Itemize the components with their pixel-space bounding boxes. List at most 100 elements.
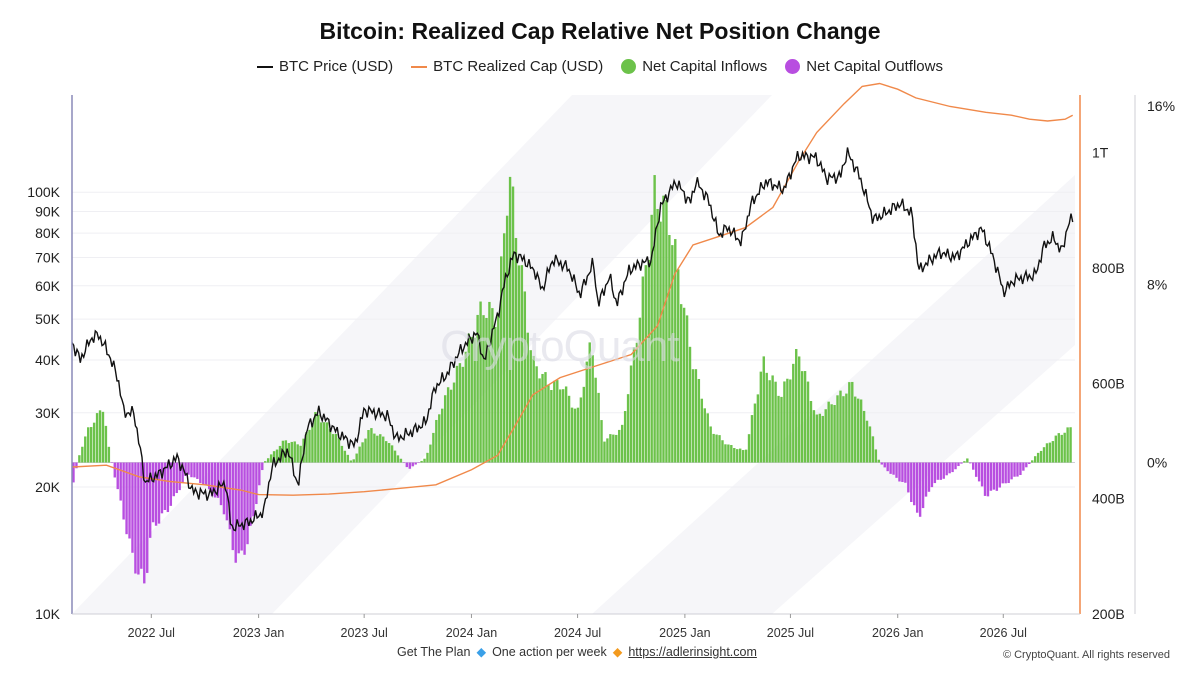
outflow-bar	[913, 462, 916, 506]
outflow-bar	[163, 462, 167, 510]
inflow-bar	[1066, 427, 1069, 463]
inflow-bar	[476, 314, 479, 463]
background-band	[592, 175, 1075, 614]
legend-inflows[interactable]: Net Capital Inflows	[621, 58, 767, 75]
inflow-bar	[768, 380, 771, 463]
outflow-bar	[202, 462, 205, 485]
outflow-bar	[231, 462, 234, 551]
inflow-bar	[485, 317, 488, 463]
y-left-tick-label: 70K	[35, 250, 61, 266]
outflow-bar	[1019, 462, 1022, 475]
inflow-bar	[544, 372, 547, 463]
inflow-bar	[803, 371, 807, 463]
outflow-bar	[1001, 462, 1004, 484]
inflow-bar	[550, 390, 553, 463]
outflow-bar	[246, 462, 249, 545]
outflow-bar	[134, 462, 137, 574]
inflow-bar	[92, 422, 96, 463]
inflow-bar	[89, 427, 93, 463]
inflow-bar	[352, 459, 355, 463]
outflow-bar	[1010, 462, 1013, 480]
inflow-bar	[370, 428, 373, 463]
y-left-tick-label: 90K	[35, 204, 61, 220]
inflow-bar	[615, 434, 618, 463]
y-right-tick-label: 800B	[1092, 260, 1125, 276]
y-right-tick-label: 600B	[1092, 375, 1125, 391]
legend-realized-cap[interactable]: BTC Realized Cap (USD)	[411, 58, 603, 75]
inflow-bar	[685, 315, 689, 463]
inflow-bar	[517, 265, 521, 463]
outflow-bar	[907, 462, 910, 493]
copyright-text: © CryptoQuant. All rights reserved	[1002, 649, 1170, 661]
inflow-bar	[367, 430, 370, 463]
inflow-bar	[691, 369, 695, 463]
inflow-bar	[387, 443, 391, 463]
inflow-bar	[597, 392, 600, 463]
inflow-bar	[795, 348, 798, 463]
inflow-bar	[81, 446, 84, 463]
inflow-bar	[1031, 460, 1034, 463]
inflow-bar	[1063, 432, 1066, 463]
inflow-bar	[582, 386, 586, 463]
inflow-bar	[452, 382, 456, 463]
inflow-bar	[856, 398, 860, 463]
inflow-bar	[541, 373, 544, 463]
inflow-bar	[514, 237, 518, 463]
inflow-bar	[266, 458, 270, 463]
inflow-bar	[727, 444, 730, 463]
outflow-bar	[414, 462, 417, 465]
legend-btc-price[interactable]: BTC Price (USD)	[256, 58, 393, 75]
inflow-bar	[455, 365, 459, 463]
outflow-bar	[411, 462, 414, 467]
outflow-bar	[954, 462, 957, 470]
inflow-bar	[278, 445, 282, 463]
inflow-bar	[532, 355, 535, 463]
inflow-bar	[715, 434, 718, 463]
inflow-bar	[567, 395, 571, 463]
inflow-bar	[320, 422, 323, 463]
outflow-bar	[166, 462, 170, 513]
outflow-bar	[258, 462, 261, 486]
btc-price-line	[71, 147, 1074, 532]
y-left-tick-label: 30K	[35, 405, 61, 421]
inflow-bar	[429, 444, 432, 463]
inflow-bar	[373, 433, 376, 463]
axes: 10K 20K 30K 40K 50K 60K 70K 80K 90K 100K 200B 400B 6…	[27, 95, 1175, 640]
outflow-bar	[143, 462, 146, 584]
inflow-bar	[564, 386, 568, 463]
inflow-bar	[833, 405, 836, 463]
inflow-bar	[1060, 434, 1063, 463]
watermark-text: CryptoQuant	[440, 322, 679, 371]
outflow-bar	[992, 462, 996, 490]
inflow-bar	[659, 221, 662, 463]
inflow-bar	[626, 394, 630, 463]
inflow-bar	[747, 434, 751, 463]
inflow-bar	[606, 438, 609, 463]
footer-link[interactable]: https://adlerinsight.com	[628, 644, 757, 659]
inflow-bar	[721, 440, 724, 463]
inflow-bar	[650, 214, 653, 463]
outflow-bar	[169, 462, 173, 506]
outflow-bar	[72, 462, 75, 483]
inflow-bar	[1069, 427, 1072, 463]
inflow-bar	[741, 450, 745, 463]
outflow-bar	[175, 462, 178, 494]
inflow-bar	[845, 393, 848, 463]
outflow-bar	[184, 462, 187, 477]
y-left-tick-label: 80K	[35, 225, 61, 241]
outflow-bar	[930, 462, 934, 488]
inflow-bar	[703, 408, 706, 463]
inflow-bar	[464, 351, 468, 463]
inflow-bar	[264, 461, 267, 463]
outflow-bar	[924, 462, 928, 497]
inflow-bar	[744, 449, 748, 463]
legend-outflows[interactable]: Net Capital Outflows	[785, 58, 943, 75]
inflow-bar	[665, 200, 668, 463]
x-tick-label: 2026 Jan	[872, 626, 923, 640]
outflow-bar	[178, 462, 181, 491]
outflow-bar	[983, 462, 987, 496]
inflow-bar	[865, 420, 869, 463]
inflow-bar	[750, 415, 754, 463]
outflow-bar	[190, 462, 193, 478]
